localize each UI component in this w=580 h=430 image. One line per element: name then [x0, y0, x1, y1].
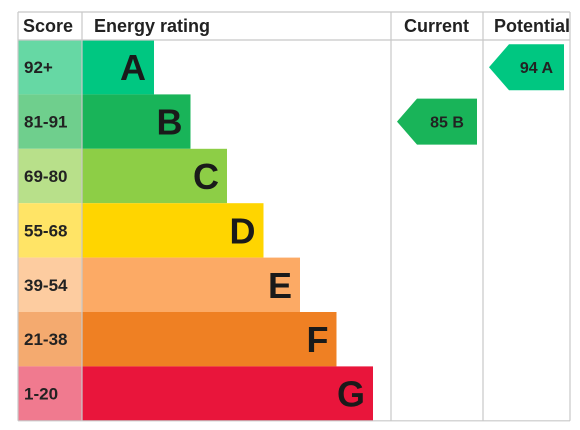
band-bar-f — [82, 312, 337, 367]
band-letter-b: B — [157, 102, 183, 143]
score-label-g: 1-20 — [24, 385, 58, 404]
band-letter-g: G — [337, 374, 365, 415]
score-cell-c — [18, 148, 82, 204]
band-bar-g — [82, 366, 373, 421]
potential-rating-label: 94 A — [520, 60, 554, 77]
score-cell-e — [18, 257, 82, 312]
score-label-f: 21-38 — [24, 330, 67, 349]
band-letter-c: C — [193, 156, 219, 197]
score-cell-b — [18, 94, 82, 149]
score-cell-d — [18, 203, 82, 258]
score-label-c: 69-80 — [24, 167, 67, 186]
band-letter-e: E — [268, 265, 292, 306]
band-bar-c — [82, 148, 227, 204]
current-header: Current — [404, 16, 469, 36]
band-bar-a — [82, 40, 154, 95]
current-rating-label: 85 B — [430, 115, 464, 132]
score-label-a: 92+ — [24, 58, 53, 77]
band-letter-d: D — [230, 210, 256, 251]
potential-header: Potential — [494, 16, 570, 36]
band-bar-b — [82, 94, 191, 149]
rating-arrows: 85 B 94 A — [397, 44, 564, 145]
score-label-d: 55-68 — [24, 221, 67, 240]
band-letter-f: F — [307, 319, 329, 360]
score-label-e: 39-54 — [24, 276, 68, 295]
potential-rating-arrow — [489, 44, 564, 91]
band-bar-e — [82, 257, 300, 312]
score-cell-f — [18, 312, 82, 367]
score-header: Score — [23, 16, 73, 36]
score-cell-a — [18, 40, 82, 95]
score-label-b: 81-91 — [24, 113, 67, 132]
rating-bands: 92+ A 81-91 B 69-80 C 55-68 D 39-54 E 21-38 F 1-20 G — [18, 40, 373, 421]
energy-rating-header: Energy rating — [94, 16, 210, 36]
table-grid — [17, 11, 571, 422]
score-cell-g — [18, 366, 82, 421]
band-letter-a: A — [120, 47, 146, 88]
band-bar-d — [82, 203, 264, 258]
current-rating-arrow — [397, 98, 477, 145]
